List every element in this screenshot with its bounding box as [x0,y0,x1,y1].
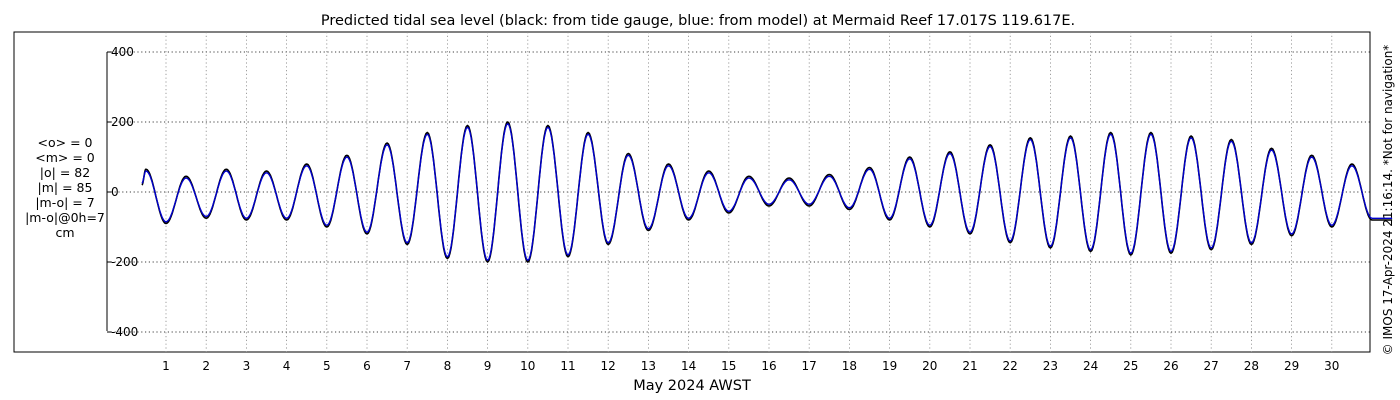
x-tick-label: 4 [283,359,291,373]
stat-line: |m| = 85 [38,180,93,195]
y-tick-label: 400 [111,45,134,59]
grid-lines [107,32,1370,352]
x-tick-label: 5 [323,359,331,373]
x-tick-label: 26 [1163,359,1178,373]
y-tick-label: -200 [111,255,138,269]
x-tick-label: 20 [922,359,937,373]
x-tick-label: 28 [1244,359,1259,373]
chart-title: Predicted tidal sea level (black: from t… [321,13,1075,29]
statistics-panel: <o> = 0<m> = 0|o| = 82|m| = 85|m-o| = 7|… [25,135,105,240]
y-tick-label: 200 [111,115,134,129]
model-series-line [141,123,1393,261]
stat-line: <o> = 0 [38,135,93,150]
y-axis-ticks: 400 200 0 -200 -400 [107,45,138,339]
x-tick-label: 6 [363,359,371,373]
stat-line: |m-o| = 7 [35,195,94,210]
x-tick-label: 2 [202,359,210,373]
x-tick-label: 3 [243,359,251,373]
x-tick-label: 22 [1003,359,1018,373]
x-axis-title: May 2024 AWST [633,378,751,394]
stat-line: <m> = 0 [35,150,95,165]
x-tick-label: 11 [560,359,575,373]
x-axis-ticks: 1 2 3 4 5 6 7 8 9 10 11 12 13 14 15 16 17 18 19 20 21 22 23 24 2… [162,359,1339,373]
x-tick-label: 25 [1123,359,1138,373]
x-tick-label: 9 [484,359,492,373]
x-tick-label: 14 [681,359,696,373]
series-lines [141,121,1393,263]
x-tick-label: 1 [162,359,170,373]
y-tick-label: 0 [111,185,119,199]
x-tick-label: 10 [520,359,535,373]
x-tick-label: 29 [1284,359,1299,373]
x-tick-label: 21 [962,359,977,373]
y-tick-label: -400 [111,325,138,339]
x-tick-label: 27 [1204,359,1219,373]
x-tick-label: 12 [601,359,616,373]
x-tick-label: 8 [444,359,452,373]
x-tick-label: 19 [882,359,897,373]
x-tick-label: 23 [1043,359,1058,373]
x-tick-label: 24 [1083,359,1098,373]
x-tick-label: 7 [403,359,411,373]
copyright-note: © IMOS 17-Apr-2024 21:16:14. *Not for na… [1381,45,1395,356]
stat-line: |o| = 82 [40,165,90,180]
x-tick-label: 30 [1324,359,1339,373]
x-tick-label: 15 [721,359,736,373]
x-tick-label: 17 [802,359,817,373]
x-tick-label: 18 [842,359,857,373]
x-tick-label: 13 [641,359,656,373]
x-tick-label: 16 [761,359,776,373]
stat-line: |m-o|@0h=7 [25,210,105,225]
stat-line: cm [55,225,74,240]
